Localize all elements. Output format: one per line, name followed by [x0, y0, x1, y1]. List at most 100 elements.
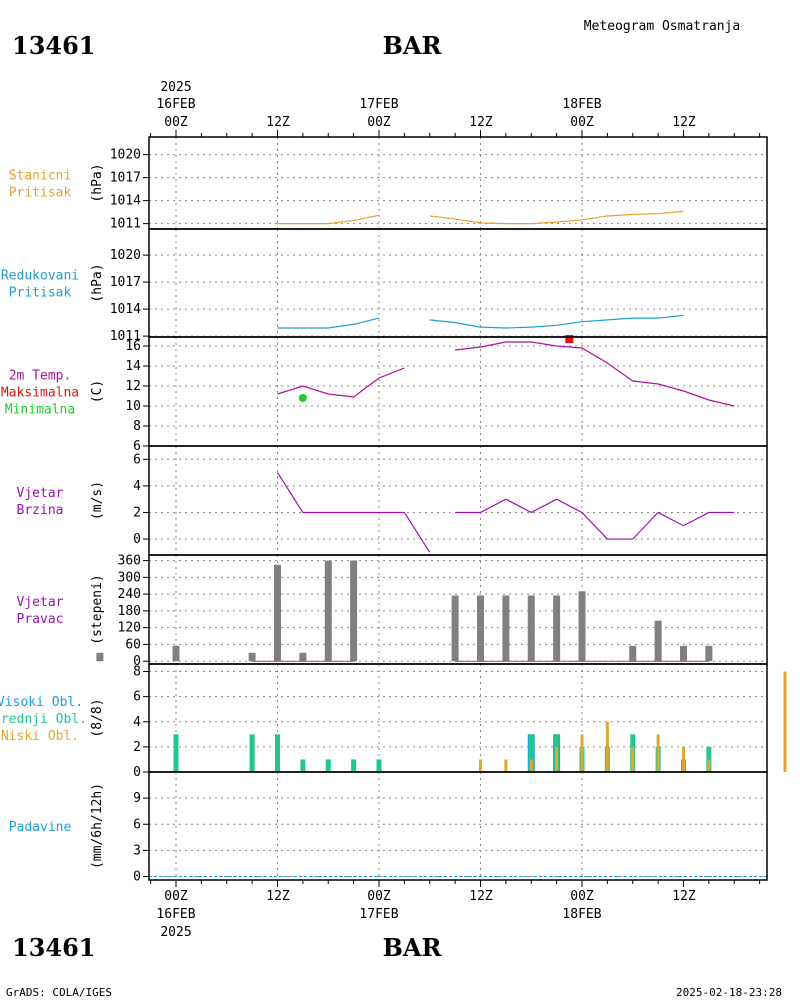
panel-frame	[148, 336, 768, 447]
wind-direction-bar	[477, 595, 484, 662]
low-cloud-bar	[529, 759, 533, 772]
panel: Vjetar Brzina (m/s) 0 2 4 6	[17, 445, 768, 556]
tick-label: 0	[133, 870, 141, 885]
tick-label: 6	[133, 817, 141, 832]
panel: Padavine (mm/6h/12h) 0 3 6 9	[9, 771, 768, 885]
series-line	[429, 314, 684, 329]
low-cloud-bar	[479, 759, 482, 772]
series-line	[277, 367, 405, 398]
wind-direction-bar	[299, 652, 307, 662]
wind-direction-bar	[172, 645, 180, 662]
tick-label: 12	[125, 379, 141, 394]
day-label: 16FEB	[156, 97, 195, 112]
panel: Stanicni Pritisak (hPa) 1011 1014 1017 1020	[9, 136, 768, 232]
panel-label: Padavine	[9, 820, 72, 835]
footer-timestamp: 2025-02-18-23:28	[676, 986, 782, 999]
tick-label: 240	[118, 587, 141, 602]
low-cloud-bar	[707, 759, 711, 772]
tick-label: 6	[133, 439, 141, 454]
panel: Redukovani Pritisak (hPa) 1011 1014 1017 1020	[1, 228, 768, 344]
low-cloud-bar	[504, 759, 508, 772]
hour-label: 00Z	[570, 115, 594, 130]
y-axis-label: (stepeni)	[90, 574, 105, 644]
panel-label: Pritisak	[9, 286, 72, 301]
hour-label: 00Z	[367, 115, 391, 130]
low-cloud-bar	[631, 746, 635, 772]
tick-label: 1011	[110, 217, 141, 232]
time-axis-top: 2025 16FEB 17FEB 18FEB 00Z 12Z 00Z 12Z 0…	[156, 80, 695, 130]
station-id: 13461	[12, 31, 96, 60]
tick-label: 120	[118, 621, 141, 636]
wind-direction-bar	[654, 620, 662, 662]
wind-direction-bar	[324, 560, 332, 662]
tick-label: 16	[125, 339, 141, 354]
middle-cloud-bar	[300, 759, 306, 772]
tick-label: 4	[133, 479, 141, 494]
panel-frame	[148, 228, 768, 338]
tick-label: 0	[133, 532, 141, 547]
panel-frame	[148, 771, 768, 881]
panel-label: Pritisak	[9, 186, 72, 201]
hour-label: 00Z	[164, 115, 188, 130]
y-axis-label: (hPa)	[90, 263, 105, 302]
tick-label: 1017	[110, 171, 141, 186]
station-id: 13461	[12, 933, 96, 962]
tick-label: 60	[125, 637, 141, 652]
series-line	[276, 472, 431, 553]
max-temp-point	[565, 335, 574, 343]
panel-label: Stanicni	[9, 169, 72, 184]
panel-label: Vjetar	[17, 595, 64, 610]
day-label: 18FEB	[562, 907, 601, 922]
tick-label: 2	[133, 505, 141, 520]
tick-label: 1014	[110, 302, 141, 317]
wind-direction-bar	[248, 652, 256, 662]
tick-label: 300	[118, 570, 141, 585]
station-name: BAR	[383, 933, 443, 962]
tick-label: 1020	[110, 148, 141, 163]
day-label: 16FEB	[156, 907, 195, 922]
y-axis-label: (C)	[90, 380, 105, 403]
hour-label: 12Z	[672, 115, 696, 130]
tick-label: 8	[133, 665, 141, 680]
tick-label: 360	[118, 554, 141, 569]
panel-label: Visoki Obl.	[0, 695, 83, 710]
panel-label: Maksimalna	[1, 386, 79, 401]
low-cloud-bar	[555, 746, 559, 772]
panel-label: Minimalna	[5, 403, 75, 418]
panel: 2m Temp. Maksimalna Minimalna (C) 6 8 10 12 14 16	[1, 335, 768, 454]
y-axis-label: (mm/6h/12h)	[90, 783, 105, 869]
low-cloud-bar	[682, 746, 685, 772]
day-label: 17FEB	[359, 907, 398, 922]
panel-frame	[148, 445, 768, 556]
tick-label: 0	[133, 654, 141, 669]
tick-label: 14	[125, 359, 141, 374]
tick-label: 180	[118, 604, 141, 619]
series-line	[429, 210, 684, 225]
wind-direction-bar	[705, 645, 713, 662]
time-axis-bottom: 00Z 12Z 00Z 12Z 00Z 12Z 16FEB 17FEB 18FE…	[156, 889, 695, 940]
tick-label: 1011	[110, 329, 141, 344]
series-line	[455, 498, 735, 540]
middle-cloud-bar	[249, 734, 255, 772]
low-cloud-bar	[656, 734, 660, 772]
middle-cloud-bar	[351, 759, 357, 772]
y-axis-label: (hPa)	[90, 163, 105, 202]
tick-label: 10	[125, 399, 141, 414]
hour-label: 12Z	[469, 115, 493, 130]
tick-label: 4	[133, 715, 141, 730]
wind-direction-bar	[451, 595, 459, 662]
hour-label: 12Z	[266, 889, 290, 904]
wind-direction-bar	[502, 595, 510, 662]
year-label: 2025	[160, 80, 191, 95]
tick-label: 1014	[110, 194, 141, 209]
tick-label: 6	[133, 452, 141, 467]
series-line	[455, 341, 735, 407]
tick-label: 3	[133, 843, 141, 858]
middle-cloud-bar	[376, 759, 382, 772]
wind-direction-bar	[527, 595, 535, 662]
tick-label: 1017	[110, 275, 141, 290]
hour-label: 00Z	[570, 889, 594, 904]
